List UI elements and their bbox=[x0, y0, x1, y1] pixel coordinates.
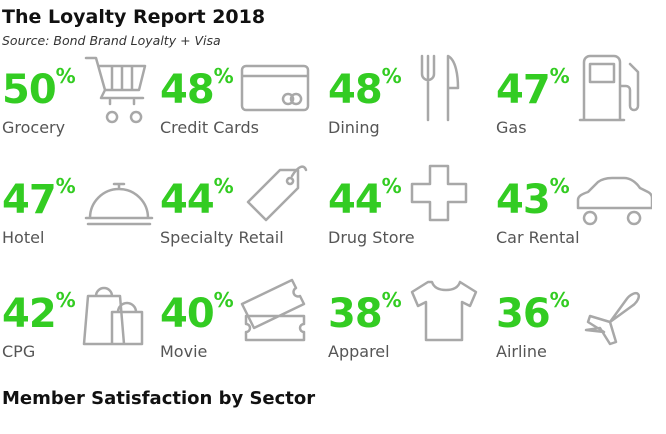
icon-shape bbox=[410, 280, 478, 342]
sector-label: Apparel bbox=[328, 342, 390, 361]
icon-shape bbox=[84, 56, 147, 124]
percent-sign: % bbox=[55, 64, 76, 88]
percent: 44% bbox=[160, 176, 234, 223]
percent-sign: % bbox=[55, 288, 76, 312]
percent: 42% bbox=[2, 290, 76, 337]
sector-icon bbox=[82, 286, 144, 346]
sector-icon bbox=[420, 54, 460, 122]
percent-sign: % bbox=[381, 174, 402, 198]
percent: 40% bbox=[160, 290, 234, 337]
percent-value: 43 bbox=[496, 177, 551, 223]
sector-icon bbox=[410, 164, 468, 222]
sector-label: CPG bbox=[2, 342, 36, 361]
percent-value: 50 bbox=[2, 67, 57, 113]
tile: 42% CPG bbox=[2, 276, 167, 376]
percent: 47% bbox=[2, 176, 76, 223]
tile: 44% Drug Store bbox=[328, 162, 493, 262]
percent-value: 48 bbox=[328, 67, 383, 113]
percent: 47% bbox=[496, 66, 570, 113]
percent-value: 47 bbox=[2, 177, 57, 223]
percent-sign: % bbox=[213, 64, 234, 88]
percent-value: 44 bbox=[160, 177, 215, 223]
icon-shape bbox=[578, 54, 640, 122]
percent-sign: % bbox=[381, 288, 402, 312]
tile: 47% Gas bbox=[496, 52, 661, 152]
sector-icon bbox=[246, 165, 308, 222]
sector-label: Movie bbox=[160, 342, 208, 361]
sector-label: Car Rental bbox=[496, 228, 580, 247]
icon-shape bbox=[584, 292, 640, 346]
percent: 50% bbox=[2, 66, 76, 113]
icon-shape bbox=[410, 164, 468, 222]
sector-label: Gas bbox=[496, 118, 527, 137]
percent-sign: % bbox=[549, 64, 570, 88]
sector-icon bbox=[576, 176, 652, 226]
sector-label: Airline bbox=[496, 342, 547, 361]
percent-value: 36 bbox=[496, 291, 551, 337]
icon-shape bbox=[420, 54, 460, 122]
tile: 48% Dining bbox=[328, 52, 493, 152]
sector-label: Dining bbox=[328, 118, 380, 137]
sector-label: Credit Cards bbox=[160, 118, 259, 137]
percent: 43% bbox=[496, 176, 570, 223]
tile: 44% Specialty Retail bbox=[160, 162, 325, 262]
percent-sign: % bbox=[213, 288, 234, 312]
tile: 38% Apparel bbox=[328, 276, 493, 376]
sector-icon bbox=[410, 280, 478, 342]
source: Source: Bond Brand Loyalty + Visa bbox=[2, 33, 221, 48]
percent: 36% bbox=[496, 290, 570, 337]
sector-label: Specialty Retail bbox=[160, 228, 284, 247]
percent-sign: % bbox=[549, 174, 570, 198]
sector-label: Drug Store bbox=[328, 228, 415, 247]
icon-shape bbox=[576, 176, 652, 226]
sector-icon bbox=[584, 292, 640, 346]
tile: 36% Airline bbox=[496, 276, 661, 376]
tile: 50% Grocery bbox=[2, 52, 167, 152]
percent-sign: % bbox=[55, 174, 76, 198]
percent: 48% bbox=[328, 66, 402, 113]
percent: 48% bbox=[160, 66, 234, 113]
sector-icon bbox=[578, 54, 640, 122]
percent: 38% bbox=[328, 290, 402, 337]
percent-sign: % bbox=[549, 288, 570, 312]
title: The Loyalty Report 2018 bbox=[2, 6, 266, 28]
percent-value: 48 bbox=[160, 67, 215, 113]
tile: 47% Hotel bbox=[2, 162, 167, 262]
icon-shape bbox=[240, 278, 306, 342]
percent: 44% bbox=[328, 176, 402, 223]
sector-icon bbox=[84, 182, 154, 226]
percent-value: 44 bbox=[328, 177, 383, 223]
sector-icon bbox=[240, 278, 306, 342]
percent-value: 38 bbox=[328, 291, 383, 337]
percent-value: 42 bbox=[2, 291, 57, 337]
icon-shape bbox=[84, 182, 154, 226]
sector-label: Grocery bbox=[2, 118, 66, 137]
percent-sign: % bbox=[213, 174, 234, 198]
percent-sign: % bbox=[381, 64, 402, 88]
tile: 40% Movie bbox=[160, 276, 325, 376]
footer: Member Satisfaction by Sector bbox=[2, 388, 316, 409]
icon-shape bbox=[240, 64, 310, 112]
sector-icon bbox=[84, 56, 147, 124]
percent-value: 47 bbox=[496, 67, 551, 113]
icon-shape bbox=[82, 286, 144, 346]
sector-label: Hotel bbox=[2, 228, 45, 247]
tile: 48% Credit Cards bbox=[160, 52, 325, 152]
tile: 43% Car Rental bbox=[496, 162, 661, 262]
percent-value: 40 bbox=[160, 291, 215, 337]
sector-icon bbox=[240, 64, 310, 112]
icon-shape bbox=[246, 165, 308, 222]
